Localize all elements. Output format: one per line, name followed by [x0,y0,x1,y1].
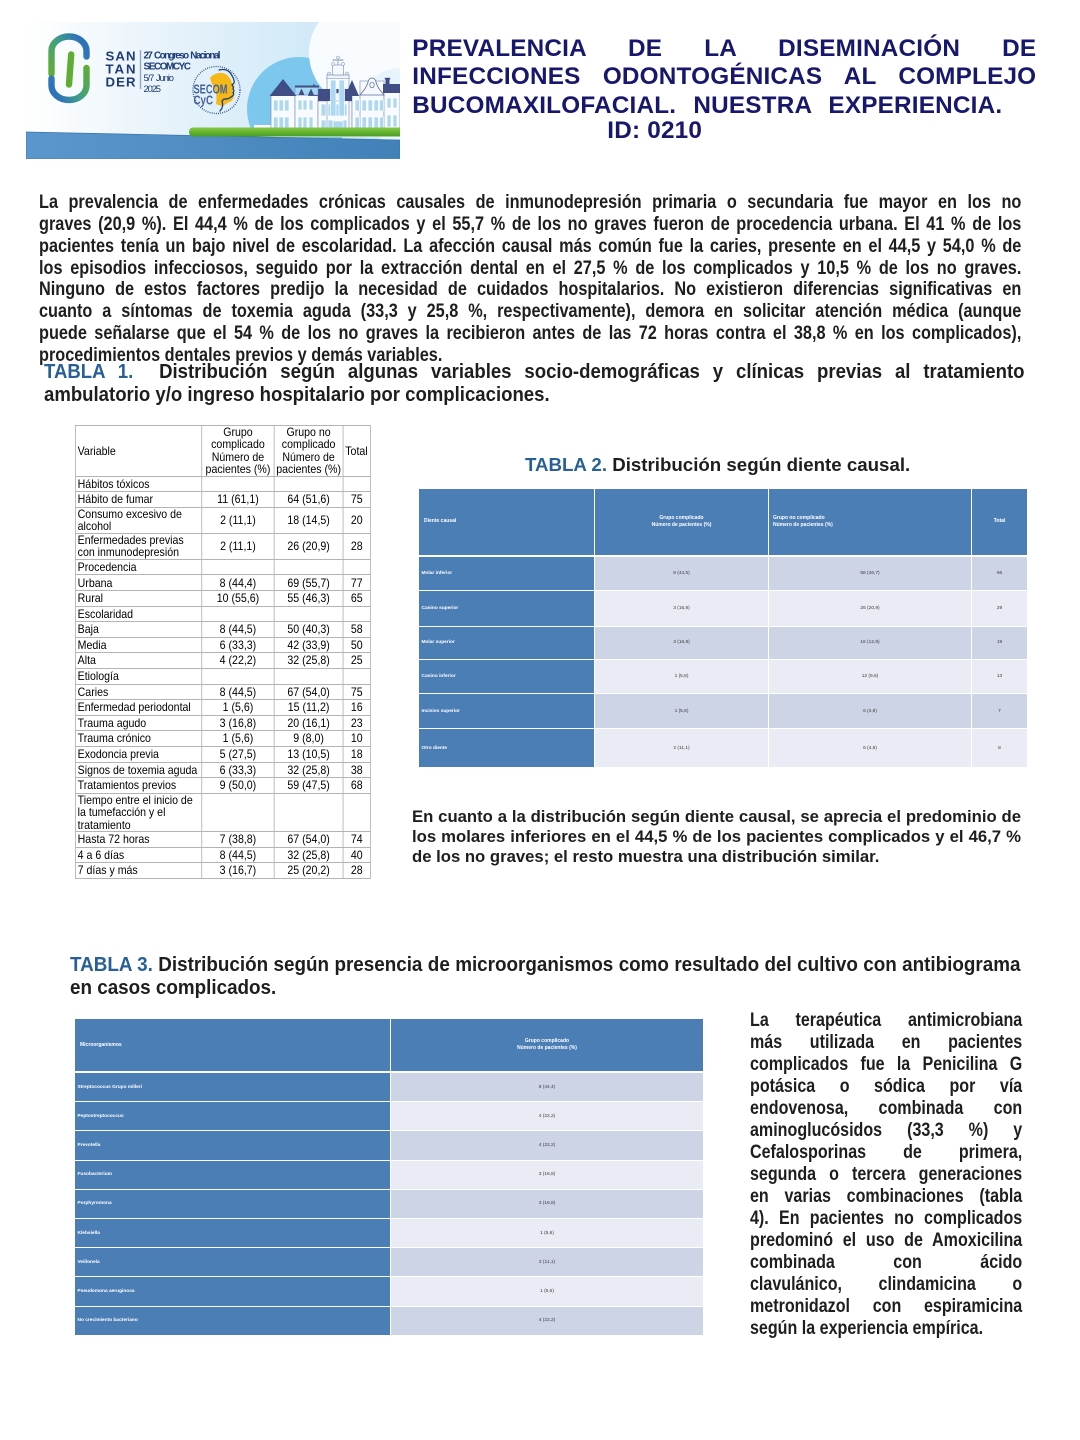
svg-text:CyC: CyC [194,93,214,108]
svg-text:DER: DER [106,75,136,90]
svg-text:5/7 Junio: 5/7 Junio [144,72,175,83]
svg-text:SECOM: SECOM [194,81,228,96]
svg-text:SECOMCYC: SECOMCYC [144,62,192,73]
svg-text:27 Congreso Nacional: 27 Congreso Nacional [144,50,221,61]
svg-text:SAN: SAN [106,49,136,64]
svg-text:2025: 2025 [144,83,162,94]
